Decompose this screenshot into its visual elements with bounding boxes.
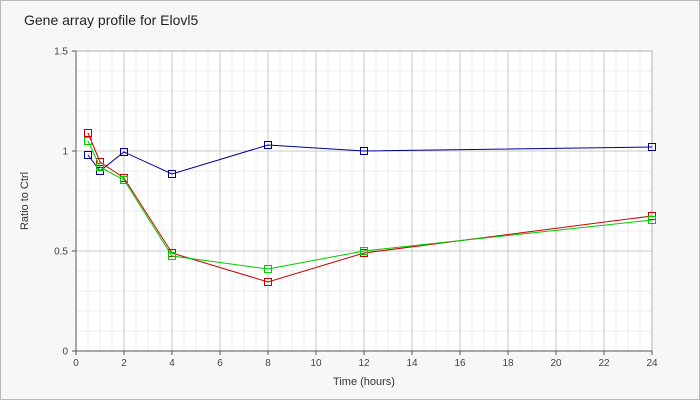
data-point-marker bbox=[264, 265, 272, 273]
y-tick-label: 0.5 bbox=[54, 247, 68, 258]
data-point-marker bbox=[168, 252, 176, 260]
y-tick-labels: 0 0.5 1 1.5 bbox=[54, 47, 76, 358]
y-tick-label: 0 bbox=[62, 347, 68, 358]
data-point-marker bbox=[360, 247, 368, 255]
series-line bbox=[87, 140, 653, 270]
data-point-marker bbox=[120, 176, 128, 184]
chart-title: Gene array profile for Elovl5 bbox=[24, 12, 199, 28]
data-point-marker bbox=[648, 216, 656, 224]
data-point-marker bbox=[96, 163, 104, 171]
data-point-marker bbox=[96, 158, 104, 166]
y-axis-label: Ratio to Ctrl bbox=[19, 172, 31, 230]
x-tick-label: 16 bbox=[454, 358, 466, 369]
data-point-marker bbox=[84, 137, 92, 145]
y-tick-label: 1 bbox=[62, 147, 68, 158]
data-point-marker bbox=[84, 129, 92, 137]
data-point-marker bbox=[360, 147, 368, 155]
series-group bbox=[84, 129, 656, 286]
x-tick-label: 4 bbox=[169, 358, 175, 369]
x-tick-label: 10 bbox=[310, 358, 322, 369]
data-point-marker bbox=[120, 148, 128, 156]
x-tick-label: 18 bbox=[502, 358, 514, 369]
x-tick-label: 22 bbox=[598, 358, 610, 369]
data-point-marker bbox=[648, 143, 656, 151]
x-tick-label: 24 bbox=[646, 358, 658, 369]
x-tick-label: 8 bbox=[265, 358, 271, 369]
x-tick-labels: 0 2 4 6 8 10 12 14 16 18 20 22 24 bbox=[73, 351, 658, 369]
data-point-marker bbox=[264, 141, 272, 149]
data-point-marker bbox=[84, 151, 92, 159]
x-tick-label: 2 bbox=[121, 358, 127, 369]
data-point-marker bbox=[264, 278, 272, 286]
x-tick-label: 14 bbox=[406, 358, 418, 369]
x-tick-label: 12 bbox=[358, 358, 370, 369]
x-tick-label: 6 bbox=[217, 358, 223, 369]
y-tick-label: 1.5 bbox=[54, 47, 68, 58]
data-point-marker bbox=[168, 170, 176, 178]
x-axis-label: Time (hours) bbox=[333, 376, 395, 388]
x-tick-label: 0 bbox=[73, 358, 79, 369]
x-tick-label: 20 bbox=[550, 358, 562, 369]
series-3 bbox=[84, 137, 656, 273]
